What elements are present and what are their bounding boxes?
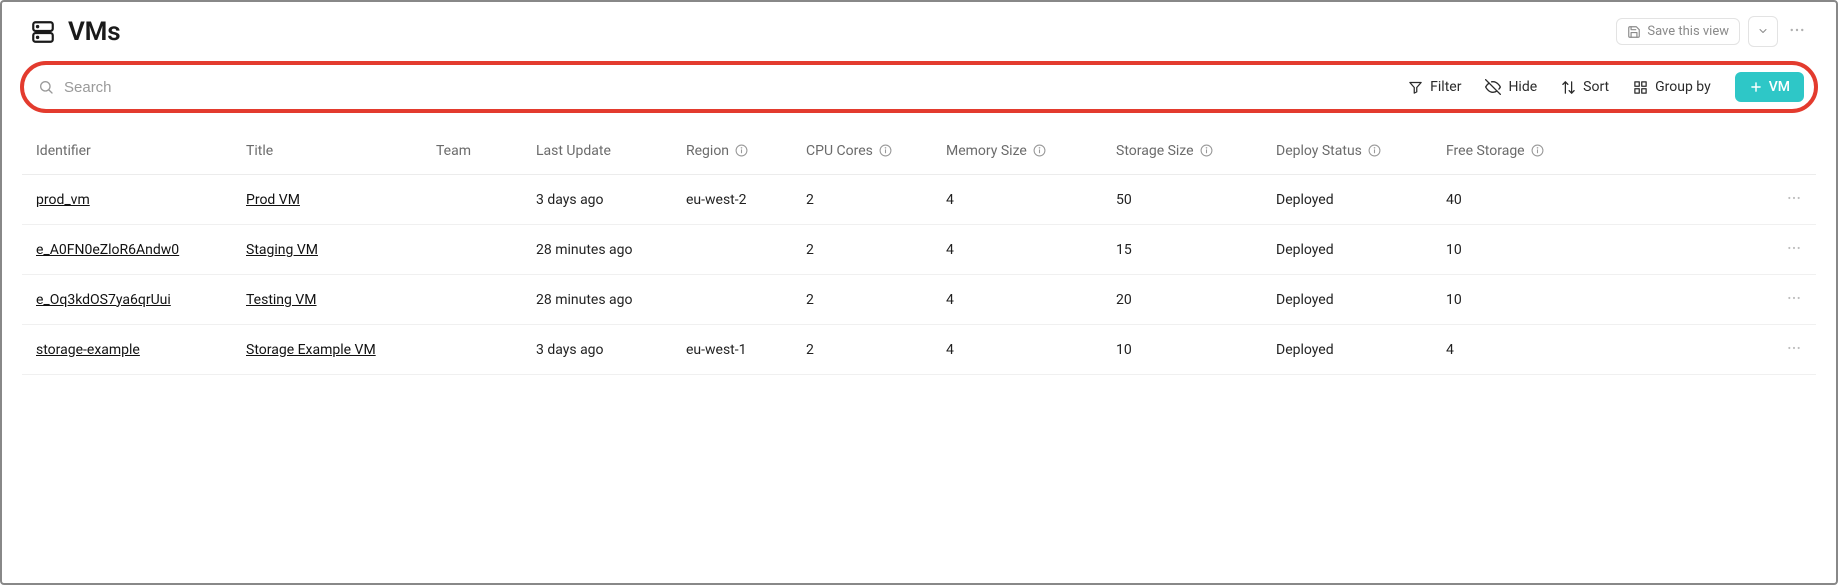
filter-label: Filter: [1430, 79, 1461, 95]
hide-button[interactable]: Hide: [1485, 79, 1537, 95]
save-view-dropdown[interactable]: [1748, 16, 1778, 47]
sort-button[interactable]: Sort: [1561, 79, 1609, 95]
cell-deploy-status: Deployed: [1276, 292, 1446, 308]
cell-identifier[interactable]: e_A0FN0eZloR6Andw0: [36, 242, 246, 258]
cell-free-storage: 10: [1446, 292, 1762, 308]
cell-cpu-cores: 2: [806, 192, 946, 208]
new-vm-label: VM: [1769, 79, 1790, 95]
col-free-storage[interactable]: Free Storage: [1446, 143, 1762, 159]
col-deploy-status[interactable]: Deploy Status: [1276, 143, 1446, 159]
info-icon: [735, 144, 748, 157]
col-identifier[interactable]: Identifier: [36, 143, 246, 159]
group-by-button[interactable]: Group by: [1633, 79, 1711, 95]
info-icon: [1531, 144, 1544, 157]
cell-region: eu-west-1: [686, 342, 806, 358]
new-vm-button[interactable]: VM: [1735, 72, 1804, 102]
cell-memory-size: 4: [946, 192, 1116, 208]
cell-last-update: 28 minutes ago: [536, 292, 686, 308]
cell-memory-size: 4: [946, 292, 1116, 308]
cell-identifier[interactable]: e_Oq3kdOS7ya6qrUui: [36, 292, 246, 308]
cell-last-update: 28 minutes ago: [536, 242, 686, 258]
more-horizontal-icon: [1786, 290, 1802, 306]
row-more-button[interactable]: [1786, 240, 1802, 260]
cell-title[interactable]: Testing VM: [246, 292, 436, 308]
chevron-down-icon: [1757, 25, 1769, 37]
cell-storage-size: 50: [1116, 192, 1276, 208]
page-title: VMs: [68, 17, 120, 47]
toolbar-highlighted: Filter Hide Sort: [20, 61, 1818, 113]
more-horizontal-icon: [1786, 240, 1802, 256]
save-view-button[interactable]: Save this view: [1616, 18, 1740, 45]
col-region[interactable]: Region: [686, 143, 806, 159]
page-header: VMs Save this view: [2, 2, 1836, 57]
search-icon: [38, 79, 54, 95]
plus-icon: [1749, 80, 1763, 94]
table-row: prod_vmProd VM 3 days agoeu-west-22450Dep…: [22, 175, 1816, 225]
cell-cpu-cores: 2: [806, 242, 946, 258]
more-horizontal-icon: [1786, 190, 1802, 206]
eye-off-icon: [1485, 79, 1501, 95]
table-row: e_Oq3kdOS7ya6qrUuiTesting VM 28 minutes a…: [22, 275, 1816, 325]
cell-free-storage: 40: [1446, 192, 1762, 208]
more-horizontal-icon: [1786, 340, 1802, 356]
filter-button[interactable]: Filter: [1408, 79, 1461, 95]
toolbar-actions: Filter Hide Sort: [1408, 72, 1804, 102]
cell-free-storage: 4: [1446, 342, 1762, 358]
cell-free-storage: 10: [1446, 242, 1762, 258]
cell-identifier[interactable]: storage-example: [36, 342, 246, 358]
header-right: Save this view: [1616, 16, 1808, 47]
col-team[interactable]: Team: [436, 143, 536, 159]
row-more-button[interactable]: [1786, 340, 1802, 360]
table-header: Identifier Title Team Last Update Region…: [22, 127, 1816, 175]
row-more-button[interactable]: [1786, 290, 1802, 310]
save-view-label: Save this view: [1647, 24, 1729, 39]
info-icon: [1368, 144, 1381, 157]
header-more-button[interactable]: [1786, 17, 1808, 47]
row-more-button[interactable]: [1786, 190, 1802, 210]
cell-memory-size: 4: [946, 342, 1116, 358]
col-memory-size[interactable]: Memory Size: [946, 143, 1116, 159]
cell-deploy-status: Deployed: [1276, 342, 1446, 358]
col-cpu-cores[interactable]: CPU Cores: [806, 143, 946, 159]
col-last-update[interactable]: Last Update: [536, 143, 686, 159]
col-title[interactable]: Title: [246, 143, 436, 159]
more-horizontal-icon: [1788, 21, 1806, 39]
cell-identifier[interactable]: prod_vm: [36, 192, 246, 208]
info-icon: [879, 144, 892, 157]
search-area: [38, 79, 1408, 96]
cell-storage-size: 10: [1116, 342, 1276, 358]
filter-icon: [1408, 80, 1423, 95]
info-icon: [1200, 144, 1213, 157]
cell-last-update: 3 days ago: [536, 192, 686, 208]
cell-memory-size: 4: [946, 242, 1116, 258]
group-by-label: Group by: [1655, 79, 1711, 95]
cell-storage-size: 20: [1116, 292, 1276, 308]
info-icon: [1033, 144, 1046, 157]
cell-cpu-cores: 2: [806, 292, 946, 308]
vm-table: Identifier Title Team Last Update Region…: [22, 127, 1816, 375]
table-row: storage-exampleStorage Example VM 3 days …: [22, 325, 1816, 375]
sort-icon: [1561, 80, 1576, 95]
table-row: e_A0FN0eZloR6Andw0Staging VM 28 minutes a…: [22, 225, 1816, 275]
cell-title[interactable]: Staging VM: [246, 242, 436, 258]
hide-label: Hide: [1508, 79, 1537, 95]
sort-label: Sort: [1583, 79, 1609, 95]
cell-last-update: 3 days ago: [536, 342, 686, 358]
cell-deploy-status: Deployed: [1276, 192, 1446, 208]
cell-title[interactable]: Prod VM: [246, 192, 436, 208]
cell-deploy-status: Deployed: [1276, 242, 1446, 258]
save-icon: [1627, 25, 1641, 39]
group-icon: [1633, 80, 1648, 95]
cell-cpu-cores: 2: [806, 342, 946, 358]
search-input[interactable]: [64, 79, 1408, 96]
header-left: VMs: [30, 17, 120, 47]
database-icon: [30, 19, 56, 45]
cell-region: eu-west-2: [686, 192, 806, 208]
table-body: prod_vmProd VM3 days agoeu-west-22450Dep…: [22, 175, 1816, 375]
cell-storage-size: 15: [1116, 242, 1276, 258]
cell-title[interactable]: Storage Example VM: [246, 342, 436, 358]
col-storage-size[interactable]: Storage Size: [1116, 143, 1276, 159]
